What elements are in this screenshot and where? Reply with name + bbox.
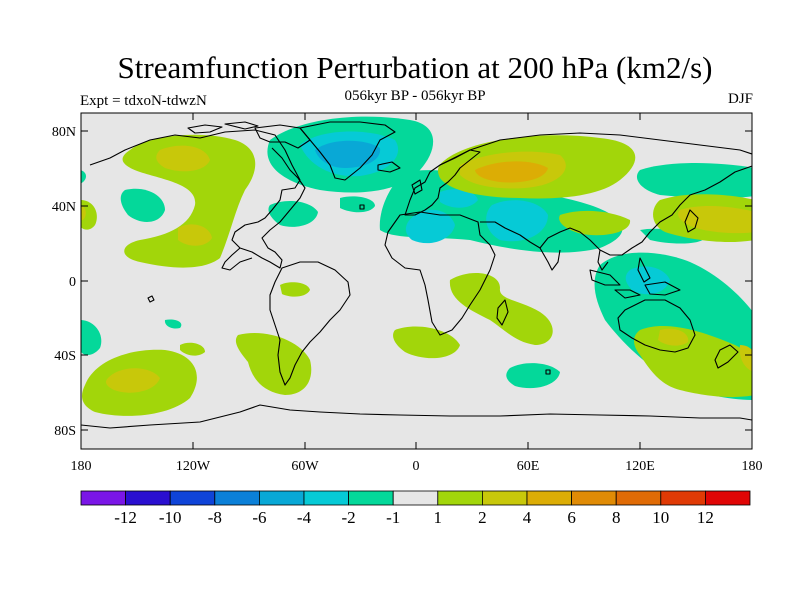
colorbar: -12 -10 -8 -6 -4 -2 -1 1 2 4 6 8 10 12: [80, 490, 751, 527]
colorbar-label: -8: [208, 508, 222, 527]
colorbar-label: -6: [252, 508, 266, 527]
colorbar-swatch: [571, 490, 617, 506]
lon-tick-label: 180: [742, 459, 763, 474]
colorbar-swatch: [705, 490, 751, 506]
longitude-axis: 180 120W 60W 0 60E 120E 180: [71, 113, 763, 474]
lat-tick-label: 40S: [54, 349, 76, 364]
lon-tick-label: 180: [71, 459, 92, 474]
colorbar-label: 6: [567, 508, 576, 527]
lon-tick-label: 60E: [517, 459, 540, 474]
coastlines: [81, 121, 752, 429]
colorbar-swatch: [437, 490, 483, 506]
colorbar-swatch: [392, 490, 439, 506]
colorbar-label: 10: [652, 508, 669, 527]
latitude-axis: 80N 40N 0 40S 80S: [52, 125, 752, 439]
colorbar-label: -12: [114, 508, 137, 527]
colorbar-label: 1: [434, 508, 443, 527]
lon-tick-label: 120W: [176, 459, 211, 474]
colorbar-swatch: [348, 490, 394, 506]
lon-tick-label: 60W: [291, 459, 319, 474]
colorbar-swatch: [303, 490, 349, 506]
plot-subtitle: 056kyr BP - 056kyr BP: [344, 88, 486, 104]
colorbar-label: 8: [612, 508, 621, 527]
colorbar-swatch: [258, 490, 305, 506]
lon-tick-label: 120E: [625, 459, 655, 474]
colorbar-label: 4: [523, 508, 532, 527]
colorbar-swatch: [481, 490, 528, 506]
lat-tick-label: 0: [69, 275, 76, 290]
colorbar-swatch: [526, 490, 572, 506]
experiment-label: Expt = tdxoN-tdwzN: [80, 93, 207, 109]
season-label: DJF: [727, 91, 753, 107]
colorbar-label: -1: [386, 508, 400, 527]
colorbar-swatch: [615, 490, 662, 506]
colorbar-label: -4: [297, 508, 312, 527]
lat-tick-label: 80N: [52, 125, 76, 140]
negative-anomaly-regions: [81, 116, 752, 400]
colorbar-label: 12: [697, 508, 714, 527]
colorbar-label: -10: [159, 508, 182, 527]
lon-tick-label: 0: [413, 459, 420, 474]
contour-fields: [81, 116, 752, 429]
colorbar-label: -2: [342, 508, 356, 527]
plot-title: Streamfunction Perturbation at 200 hPa (…: [117, 50, 713, 85]
colorbar-swatch: [214, 490, 260, 506]
colorbar-label: 2: [478, 508, 487, 527]
positive-anomaly-regions: [81, 134, 752, 416]
colorbar-swatch: [125, 490, 171, 506]
colorbar-swatch: [660, 490, 706, 506]
colorbar-swatch: [80, 490, 126, 506]
colorbar-swatch: [169, 490, 216, 506]
lat-tick-label: 80S: [54, 424, 76, 439]
lat-tick-label: 40N: [52, 200, 76, 215]
